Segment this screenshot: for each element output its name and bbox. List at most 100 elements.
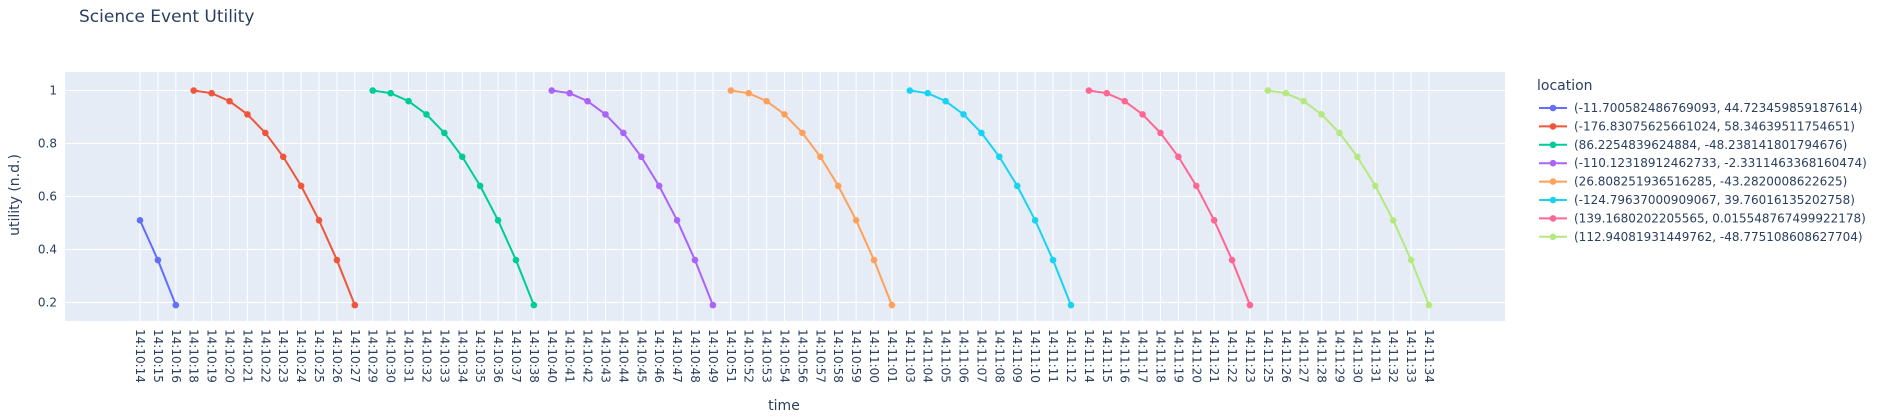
series-line (1088, 89, 1251, 306)
x-tick-label: 14:11:21 (1207, 329, 1221, 383)
legend-item[interactable]: (-176.83075625661024, 58.34639511754651) (1539, 119, 1855, 133)
legend-marker (1549, 141, 1557, 149)
legend-item[interactable]: (139.1680202205565, 0.015548767499922178… (1539, 211, 1866, 225)
data-point (1246, 301, 1254, 309)
data-point (1103, 89, 1111, 97)
data-point (566, 89, 573, 97)
data-point (1300, 97, 1307, 105)
x-tick-label: 14:10:20 (223, 329, 237, 383)
legend-marker (1549, 233, 1557, 241)
data-point (655, 182, 663, 190)
series-line (909, 89, 1072, 306)
x-tick-label: 14:11:34 (1422, 329, 1436, 383)
legend-item[interactable]: (-124.79637000909067, 39.76016135202758) (1539, 193, 1855, 207)
x-tick-label: 14:11:08 (992, 329, 1006, 383)
x-axis-title: time (768, 398, 800, 414)
x-tick-label: 14:10:35 (473, 329, 487, 383)
data-point (584, 97, 591, 105)
x-tick-label: 14:10:15 (151, 329, 165, 383)
data-point (172, 301, 180, 309)
data-point (494, 217, 502, 224)
data-point (208, 89, 215, 97)
y-tick-label: 1 (49, 84, 57, 98)
x-tick-label: 14:10:53 (760, 329, 774, 383)
x-tick-label: 14:10:32 (419, 329, 433, 383)
x-tick-label: 14:10:47 (670, 329, 684, 383)
data-point (387, 89, 394, 97)
series-points (136, 87, 1433, 309)
x-tick-label: 14:10:36 (491, 329, 505, 383)
data-point (279, 153, 287, 161)
legend-title: location (1537, 78, 1593, 94)
x-tick-label: 14:10:14 (133, 329, 147, 383)
data-point (458, 153, 466, 161)
legend-label: (86.2254839624884, -48.238141801794676) (1574, 138, 1847, 152)
data-point (942, 97, 949, 105)
x-tick-label: 14:10:52 (742, 329, 756, 383)
legend-marker (1549, 215, 1557, 222)
x-tick-label: 14:10:45 (634, 329, 648, 383)
data-point (978, 129, 985, 137)
data-point (1067, 301, 1075, 309)
x-tick-label: 14:10:59 (849, 329, 863, 383)
data-point (996, 153, 1003, 161)
data-point (1139, 111, 1146, 118)
x-tick-label: 14:10:51 (724, 329, 738, 383)
data-point (1157, 129, 1164, 137)
data-point (1013, 182, 1021, 190)
x-tick-label: 14:10:38 (527, 329, 541, 383)
legend-item[interactable]: (-11.700582486769093, 44.723459859187614… (1539, 101, 1863, 115)
x-tick-label: 14:10:37 (509, 329, 523, 383)
x-tick-label: 14:10:34 (455, 329, 469, 383)
data-point (1085, 87, 1093, 94)
legend-label: (26.808251936516285, -43.2820008622625) (1574, 175, 1847, 189)
legend-item[interactable]: (-110.12318912462733, -2.331146336816047… (1539, 156, 1867, 170)
x-tick-label: 14:11:20 (1189, 329, 1203, 383)
legend-item[interactable]: (112.94081931449762, -48.775108608627704… (1539, 230, 1863, 244)
x-tick-label: 14:10:56 (795, 329, 809, 383)
x-tick-label: 14:10:31 (402, 329, 416, 383)
data-point (620, 129, 627, 137)
x-tick-label: 14:10:54 (778, 329, 792, 383)
data-point (548, 87, 556, 94)
legend-label: (-11.700582486769093, 44.723459859187614… (1574, 101, 1863, 115)
legend-item[interactable]: (86.2254839624884, -48.238141801794676) (1539, 138, 1847, 152)
x-tick-label: 14:10:23 (276, 329, 290, 383)
x-tick-label: 14:11:00 (867, 329, 881, 383)
data-point (1336, 129, 1343, 137)
legend: (-11.700582486769093, 44.723459859187614… (1539, 101, 1867, 244)
x-tick-label: 14:11:31 (1368, 329, 1382, 383)
data-point (781, 111, 788, 118)
data-point (476, 182, 484, 190)
x-tick-label: 14:11:25 (1261, 329, 1275, 383)
x-tick-label: 14:11:30 (1350, 329, 1364, 383)
data-point (1425, 301, 1433, 309)
x-tick-label: 14:11:23 (1243, 329, 1257, 383)
data-point (190, 87, 198, 94)
x-tick-label: 14:10:42 (581, 329, 595, 383)
x-tick-label: 14:11:03 (903, 329, 917, 383)
x-tick-label: 14:11:12 (1064, 329, 1078, 383)
legend-item[interactable]: (26.808251936516285, -43.2820008622625) (1539, 175, 1847, 189)
x-tick-labels: 14:10:14 14:10:15 14:10:16 14:10:18 14:10:19… (133, 329, 1436, 383)
data-point (817, 153, 824, 161)
x-tick-label: 14:11:06 (957, 329, 971, 383)
x-tick-label: 14:10:19 (205, 329, 219, 383)
x-tick-label: 14:10:33 (437, 329, 451, 383)
data-point (870, 256, 878, 264)
y-tick-label: 0.2 (38, 295, 57, 309)
x-tick-label: 14:10:25 (312, 329, 326, 383)
x-tick-label: 14:11:28 (1315, 329, 1329, 383)
x-tick-label: 14:10:16 (169, 329, 183, 383)
x-tick-label: 14:11:17 (1136, 329, 1150, 383)
y-tick-label: 0.6 (38, 190, 57, 204)
legend-marker (1549, 123, 1557, 130)
x-tick-label: 14:11:29 (1332, 329, 1346, 383)
data-point (637, 153, 645, 161)
y-tick-label: 0.4 (38, 242, 57, 256)
legend-label: (-110.12318912462733, -2.331146336816047… (1574, 156, 1867, 170)
y-tick-labels: 0.2 0.4 0.6 0.8 1 (38, 84, 57, 310)
data-point (1371, 182, 1379, 190)
x-tick-label: 14:11:10 (1028, 329, 1042, 383)
